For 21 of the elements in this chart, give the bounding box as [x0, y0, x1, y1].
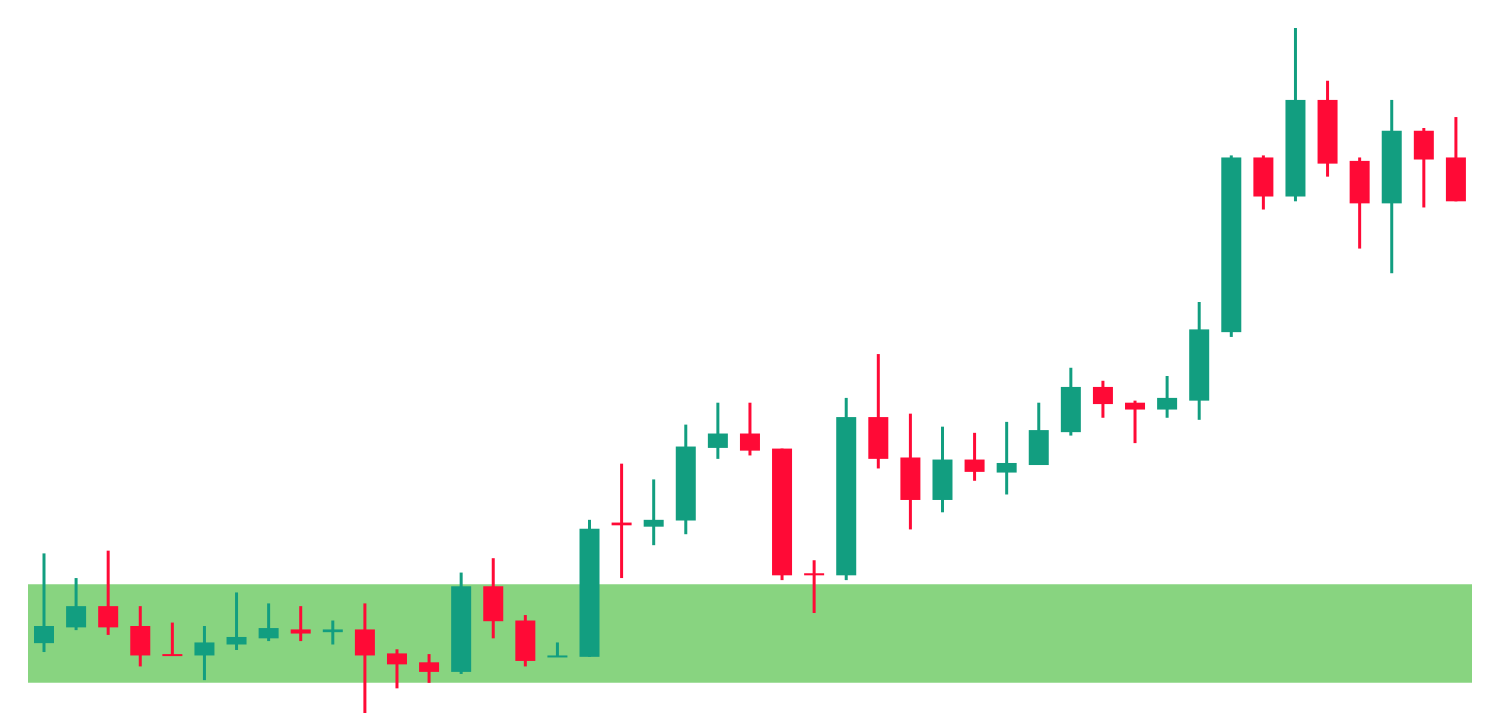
candlestick — [804, 560, 825, 613]
candlestick — [739, 402, 760, 456]
candlestick — [66, 578, 87, 632]
candlestick — [1092, 379, 1113, 418]
candlestick — [419, 654, 440, 683]
candlestick — [258, 603, 279, 643]
candlestick — [1125, 400, 1146, 445]
candlestick — [643, 479, 664, 547]
candlestick — [226, 592, 247, 650]
candlestick — [194, 626, 215, 682]
candlestick — [386, 649, 407, 689]
candlestick — [290, 606, 311, 643]
candlestick — [162, 622, 183, 657]
candlestick — [964, 431, 985, 481]
candlestick — [1157, 375, 1178, 418]
candlestick — [707, 402, 728, 459]
candlestick — [322, 620, 343, 645]
candlestick — [547, 642, 568, 658]
candlestick — [98, 550, 119, 635]
candlestick — [996, 420, 1017, 495]
candlestick — [34, 553, 54, 653]
